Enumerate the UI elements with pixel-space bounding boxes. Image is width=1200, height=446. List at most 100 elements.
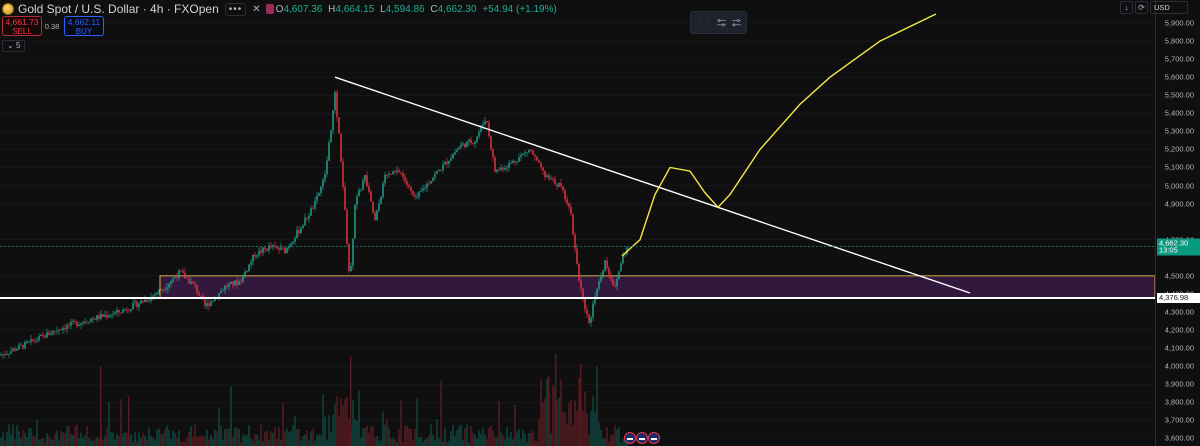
candle-body (526, 152, 528, 154)
buy-button[interactable]: 4,662.11 BUY (64, 16, 104, 36)
candle-body (276, 246, 278, 248)
volume-bar (524, 434, 526, 446)
us-flag-event-icon[interactable] (648, 432, 660, 444)
demand-zone[interactable] (159, 275, 1155, 299)
volume-bar (306, 430, 308, 446)
volume-bar (146, 439, 148, 446)
candle-body (76, 321, 78, 326)
projection-path[interactable] (621, 13, 937, 257)
candle-body (584, 298, 586, 310)
volume-bar (506, 426, 508, 446)
candle-body (346, 209, 348, 244)
volume-bar (188, 431, 190, 446)
volume-bar (532, 430, 534, 446)
volume-bar (36, 419, 38, 446)
volume-bar (434, 439, 436, 446)
volume-bar (124, 432, 126, 446)
candle-body (602, 270, 604, 276)
candle-body (420, 190, 422, 192)
volume-bar (292, 424, 294, 446)
style-sliders-icon[interactable] (731, 15, 742, 31)
currency-select[interactable]: USD (1150, 1, 1188, 14)
candle-body (532, 150, 534, 156)
symbol-title[interactable]: Gold Spot / U.S. Dollar · 4h · FXOpen (18, 2, 219, 16)
candle-body (468, 139, 470, 142)
candle-body (414, 195, 416, 197)
volume-bar (44, 441, 46, 446)
resistance-trendline[interactable] (334, 76, 971, 294)
candle-body (274, 245, 276, 247)
drag-handle-icon[interactable]: ⋮⋮ (695, 18, 711, 27)
volume-bar (330, 432, 332, 446)
sell-price: 4,661.73 (5, 17, 39, 27)
candle-body (18, 344, 20, 350)
candle-body (430, 180, 432, 184)
chevron-down-icon: ⌄ (7, 41, 14, 50)
volume-bar (402, 441, 404, 446)
volume-bar (390, 438, 392, 446)
candle-body (130, 309, 132, 311)
sell-button[interactable]: 4,661.73 SELL (2, 16, 42, 36)
candle-body (112, 314, 114, 316)
volume-bar (472, 432, 474, 446)
indicators-toggle[interactable]: ⌄ 5 (2, 40, 26, 52)
volume-bar (466, 424, 468, 446)
close-icon[interactable]: ✕ (252, 3, 261, 15)
volume-bar (594, 412, 596, 446)
volume-bar (48, 435, 50, 446)
us-flag-event-icon[interactable] (636, 432, 648, 444)
candle-body (30, 339, 32, 342)
candle-body (368, 186, 370, 192)
candle-body (424, 187, 426, 189)
candle-body (118, 310, 120, 313)
candle-body (458, 147, 460, 150)
volume-bar (108, 401, 110, 446)
volume-bar (110, 431, 112, 446)
volume-bar (284, 430, 286, 446)
candle-body (198, 292, 200, 296)
volume-bar (228, 428, 230, 446)
price-chart[interactable] (0, 0, 1155, 446)
volume-bar (282, 402, 284, 446)
price-tick: 4,300.00 (1164, 307, 1194, 317)
volume-bar (130, 434, 132, 446)
volume-bar (304, 434, 306, 446)
volume-bar (476, 438, 478, 446)
volume-bar (344, 398, 346, 446)
volume-bar (578, 377, 580, 446)
candle-body (618, 271, 620, 280)
refresh-icon[interactable]: ⟳ (1135, 1, 1148, 14)
candle-body (438, 169, 440, 172)
volume-bar (382, 411, 384, 446)
candle-body (364, 175, 366, 181)
candle-body (492, 149, 494, 158)
volume-bar (324, 416, 326, 446)
volume-bar (516, 431, 518, 446)
volume-bar (8, 424, 10, 446)
candle-body (218, 293, 220, 299)
flag-icon[interactable] (265, 4, 274, 14)
candle-body (22, 344, 24, 349)
candle-body (190, 281, 192, 284)
candle-body (624, 253, 626, 255)
candle-body (136, 301, 138, 307)
candle-body (476, 136, 478, 142)
candle-body (542, 167, 544, 171)
candle-body (78, 324, 80, 326)
candle-body (138, 303, 140, 307)
settings-sliders-icon[interactable] (716, 15, 727, 31)
download-icon[interactable]: ↓ (1120, 1, 1133, 14)
more-options-button[interactable]: ••• (224, 2, 247, 16)
volume-bar (206, 429, 208, 446)
volume-bar (238, 428, 240, 446)
candle-body (332, 110, 334, 131)
price-axis[interactable]: 5,900.00 5,800.00 5,700.00 5,600.00 5,500.00… (1155, 0, 1200, 446)
chart-pane[interactable]: Gold Spot / U.S. Dollar · 4h · FXOpen ••… (0, 0, 1155, 446)
candle-body (214, 297, 216, 301)
volume-bar (198, 436, 200, 446)
volume-bar (212, 438, 214, 446)
us-flag-event-icon[interactable] (624, 432, 636, 444)
candle-body (392, 171, 394, 175)
spread-value: 0.38 (44, 21, 60, 31)
volume-bar (234, 427, 236, 446)
